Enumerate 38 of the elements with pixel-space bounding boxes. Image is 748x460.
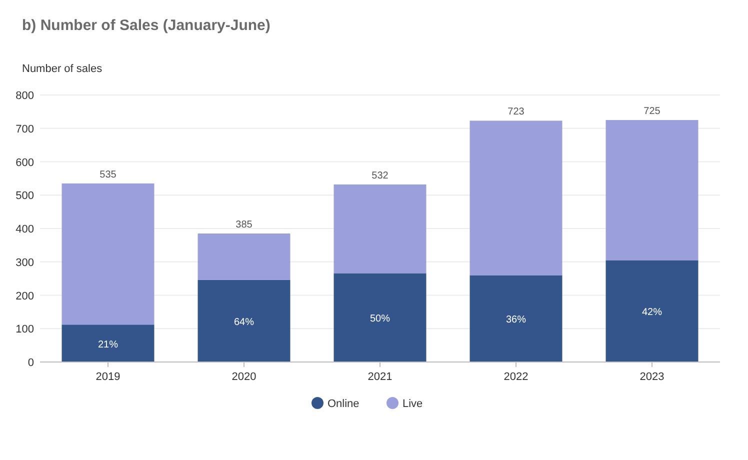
y-tick-label: 200 <box>16 290 34 302</box>
x-tick-label: 2021 <box>368 371 392 383</box>
bar <box>198 234 290 280</box>
bar <box>470 275 562 362</box>
bar <box>198 280 290 362</box>
total-label: 723 <box>508 106 525 118</box>
chart-title: b) Number of Sales (January-June) <box>22 17 270 34</box>
annotation: 36% <box>506 314 526 326</box>
total-label: 725 <box>644 106 661 118</box>
y-tick-label: 0 <box>28 357 34 369</box>
y-tick-label: 100 <box>16 324 34 336</box>
y-axis-title: Number of sales <box>22 63 103 75</box>
bar <box>334 273 426 362</box>
annotation: 21% <box>98 339 118 350</box>
total-label: 385 <box>236 220 253 231</box>
bar <box>62 324 154 362</box>
bar <box>470 120 562 276</box>
x-tick-label: 2023 <box>640 371 664 383</box>
legend-label: Live <box>402 398 423 410</box>
annotation: 50% <box>370 314 390 325</box>
y-tick-label: 500 <box>16 190 34 202</box>
y-tick-label: 300 <box>16 256 34 269</box>
total-label: 532 <box>372 170 389 182</box>
bar <box>606 260 698 362</box>
y-tick-label: 700 <box>16 123 34 136</box>
legend-label: Online <box>328 398 360 410</box>
x-tick-label: 2022 <box>504 371 528 383</box>
y-tick-label: 600 <box>16 156 34 169</box>
y-tick-label: 800 <box>16 90 34 102</box>
y-tick-label: 400 <box>16 224 34 236</box>
x-tick-label: 2020 <box>232 371 256 383</box>
x-tick-label: 2019 <box>96 371 120 383</box>
bar <box>334 184 426 274</box>
total-label: 535 <box>100 169 117 180</box>
bar <box>606 120 698 260</box>
annotation: 42% <box>642 307 662 318</box>
bar <box>62 183 154 325</box>
annotation: 64% <box>234 316 254 328</box>
